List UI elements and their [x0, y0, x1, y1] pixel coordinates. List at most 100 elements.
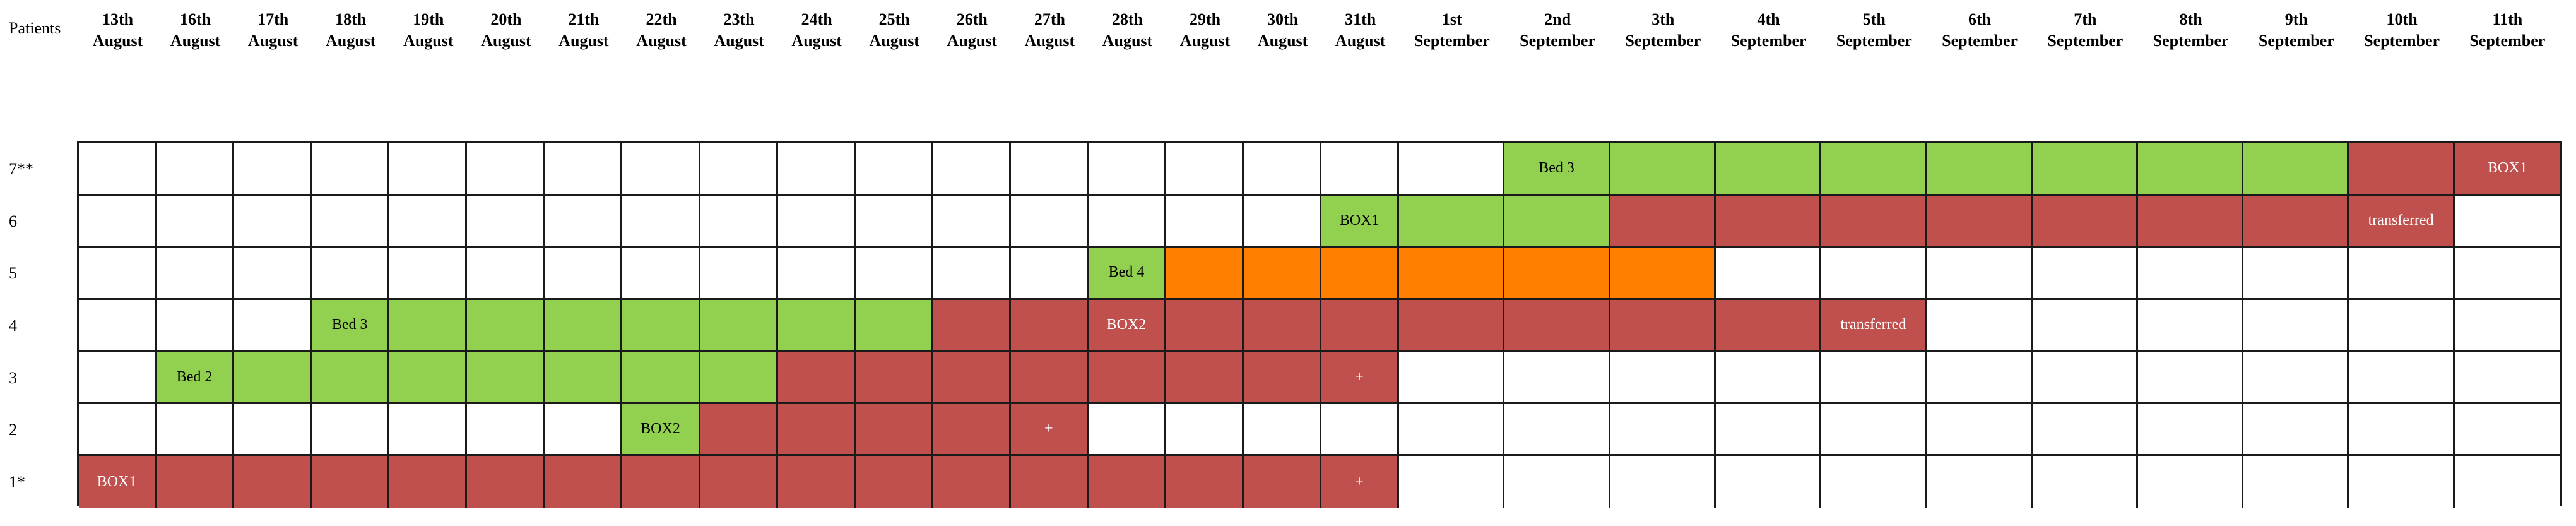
timeline-cell — [777, 143, 856, 196]
timeline-cell — [79, 299, 157, 352]
timeline-cell — [933, 195, 1011, 248]
date-month: September — [1625, 32, 1701, 50]
timeline-cell — [79, 143, 157, 196]
timeline-cell — [933, 248, 1011, 300]
timeline-cell — [1399, 195, 1505, 248]
timeline-cell — [389, 403, 468, 457]
timeline-cell — [855, 403, 933, 457]
timeline-cell — [2454, 195, 2560, 248]
timeline-cell: + — [1321, 456, 1400, 508]
timeline-cell — [2454, 403, 2560, 457]
timeline-cell: Bed 4 — [1088, 248, 1166, 300]
timeline-cell — [1821, 456, 1927, 508]
timeline-cell: Bed 3 — [1504, 143, 1610, 196]
timeline-cell — [855, 299, 933, 352]
timeline-cell — [1166, 143, 1244, 196]
timeline-cell — [700, 248, 778, 300]
timeline-cell — [1821, 403, 1927, 457]
date-day: 30th — [1267, 10, 1299, 28]
timeline-cell — [312, 195, 390, 248]
timeline-cell — [545, 195, 623, 248]
timeline-cell: BOX2 — [1088, 299, 1166, 352]
date-day: 6th — [1968, 10, 1992, 28]
timeline-cell — [1399, 299, 1505, 352]
timeline-cell — [1504, 248, 1610, 300]
timeline-cell — [1715, 403, 1822, 457]
timeline-cell — [2032, 299, 2138, 352]
date-day: 23th — [723, 10, 755, 28]
timeline-cell — [1715, 352, 1822, 404]
cell-note: BOX1 — [2488, 160, 2527, 177]
timeline-cell — [234, 403, 312, 457]
timeline-cell — [622, 248, 700, 300]
timeline-cell — [1244, 143, 1322, 196]
date-header: 16th August — [170, 9, 220, 52]
timeline-cell — [777, 403, 856, 457]
timeline-cell: BOX1 — [1321, 195, 1400, 248]
cell-note: BOX2 — [641, 421, 680, 438]
date-month: September — [1520, 32, 1596, 50]
date-header: 31th August — [1335, 9, 1385, 52]
timeline-cell — [1166, 403, 1244, 457]
timeline-cell — [1610, 352, 1716, 404]
timeline-cell — [2243, 195, 2349, 248]
timeline-cell — [1927, 352, 2033, 404]
timeline-cell — [1504, 456, 1610, 508]
timeline-cell: Bed 2 — [157, 352, 235, 404]
timeline-cell — [1715, 299, 1822, 352]
timeline-cell — [1088, 195, 1166, 248]
date-header: 19th August — [403, 9, 453, 52]
timeline-cell — [2454, 456, 2560, 508]
timeline-cell — [1399, 352, 1505, 404]
timeline-cell — [157, 456, 235, 508]
timeline-cell — [2032, 456, 2138, 508]
timeline-cell — [855, 195, 933, 248]
timeline-cell — [777, 195, 856, 248]
date-header: 2nd September — [1520, 9, 1595, 52]
timeline-cell — [933, 403, 1011, 457]
timeline-cell — [1088, 143, 1166, 196]
date-month: September — [1942, 32, 2018, 50]
timeline-cell — [1504, 299, 1610, 352]
date-header: 9th September — [2259, 9, 2334, 52]
date-month: August — [170, 32, 221, 50]
timeline-cell — [1927, 299, 2033, 352]
timeline-cell — [389, 143, 468, 196]
timeline-cell — [933, 456, 1011, 508]
timeline-cell — [234, 143, 312, 196]
timeline-cell — [157, 143, 235, 196]
timeline-cell — [389, 195, 468, 248]
timeline-cell — [622, 195, 700, 248]
timeline-cell — [1244, 403, 1322, 457]
timeline-cell — [1244, 456, 1322, 508]
date-month: September — [2364, 32, 2440, 50]
cell-note: BOX1 — [1339, 212, 1380, 229]
cell-note: transferred — [1840, 316, 1906, 333]
timeline-cell: transferred — [1821, 299, 1927, 352]
date-day: 2nd — [1544, 10, 1571, 28]
timeline-cell — [2243, 352, 2349, 404]
timeline-cell — [1399, 248, 1505, 300]
timeline-cell — [777, 248, 856, 300]
timeline-cell — [1927, 456, 2033, 508]
timeline-cell — [700, 352, 778, 404]
patient-label: 2 — [9, 421, 17, 439]
date-day: 7th — [2074, 10, 2097, 28]
timeline-cell — [1504, 352, 1610, 404]
timeline-cell — [389, 248, 468, 300]
timeline-cell — [234, 352, 312, 404]
timeline-cell — [467, 352, 545, 404]
timeline-cell — [1010, 195, 1089, 248]
timeline-cell — [234, 195, 312, 248]
timeline-cell: transferred — [2349, 195, 2455, 248]
date-header: 13th August — [93, 9, 143, 52]
patient-label: 7** — [9, 160, 33, 179]
timeline-cell — [1715, 195, 1822, 248]
timeline-cell — [2137, 352, 2244, 404]
date-day: 21th — [568, 10, 600, 28]
timeline-cell — [1010, 248, 1089, 300]
date-day: 11th — [2492, 10, 2523, 28]
cell-note: Bed 2 — [176, 368, 213, 385]
date-day: 18th — [335, 10, 367, 28]
cell-note: Bed 3 — [1539, 160, 1575, 177]
